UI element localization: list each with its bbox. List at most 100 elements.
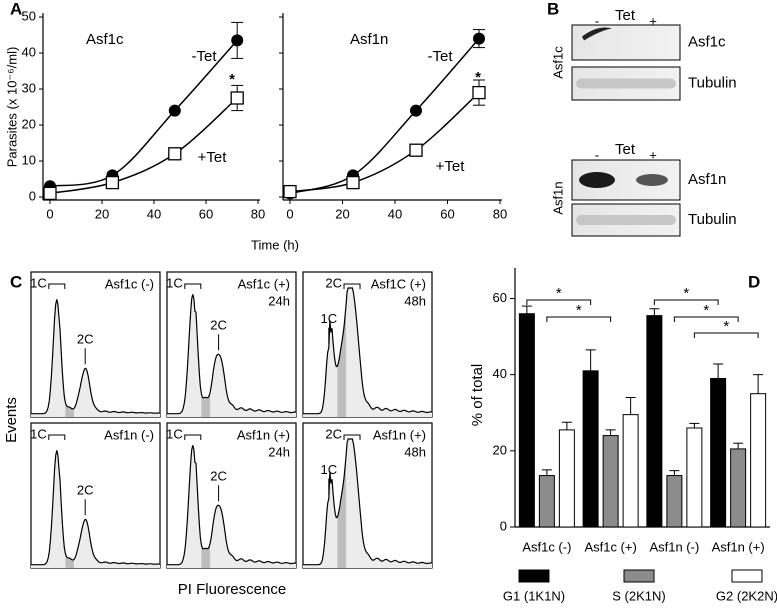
x-tick-label: Asf1c (-): [522, 539, 571, 554]
significance-bracket: [673, 316, 739, 322]
s-phase-fill: [65, 553, 74, 568]
blot-plus: +: [649, 147, 657, 162]
peak-bracket: [184, 434, 202, 440]
annotation: *: [475, 69, 481, 86]
y-axis-label: Parasites (x 10⁻⁶/ml): [4, 47, 19, 168]
significance-bracket: [693, 332, 759, 338]
x-tick-label: Asf1n (-): [649, 539, 699, 554]
bar: [602, 435, 619, 528]
series-label: -Tet: [427, 48, 453, 65]
blot-band-label: Tubulin: [688, 74, 737, 91]
panel-letter: C: [10, 272, 22, 291]
histogram-title: Asf1n (-): [104, 427, 154, 442]
x-tick-label: 20: [335, 206, 349, 221]
peak-bracket: [48, 434, 66, 440]
blot-plus: +: [649, 13, 657, 28]
histogram-title: 24h: [268, 293, 290, 308]
series-label: +Tet: [436, 158, 466, 175]
point: [168, 104, 181, 117]
legend-label: G2 (2K2N): [716, 588, 777, 603]
x-tick-label: 80: [493, 206, 507, 221]
y-tick-label: 40: [493, 366, 507, 381]
peak-label: 1C: [30, 275, 47, 290]
error-bar: [541, 469, 552, 476]
histogram-title: Asf1c (+): [238, 276, 290, 291]
s-phase-fill: [337, 456, 346, 568]
chart-title: Asf1n: [350, 31, 388, 48]
y-tick-label: 50: [22, 8, 36, 23]
x-tick-label: 0: [286, 206, 293, 221]
histogram-fill: [303, 288, 432, 417]
bar: [750, 393, 767, 528]
error-bar: [733, 442, 744, 449]
blot-section-label: Asf1c: [550, 46, 565, 79]
s-phase-fill: [201, 543, 210, 568]
y-tick-label: 0: [500, 518, 507, 533]
flow-y-label: Events: [3, 397, 20, 443]
histogram-line: [167, 294, 297, 415]
legend-swatch: [623, 569, 655, 583]
histogram-title: 48h: [404, 444, 426, 459]
x-tick-label: 40: [147, 206, 161, 221]
peak-label: 2C: [77, 483, 94, 498]
annotation: *: [723, 318, 729, 335]
x-tick-label: 40: [388, 206, 402, 221]
peak-label: 1C: [320, 462, 337, 477]
bar: [622, 414, 639, 528]
error-bar: [585, 349, 596, 371]
y-tick-label: 20: [22, 116, 36, 131]
chart-title: Asf1c: [86, 31, 124, 48]
y-tick-label: 40: [22, 44, 36, 59]
peak-label: 1C: [30, 426, 47, 441]
point: [473, 32, 485, 45]
panel-letter: B: [547, 0, 559, 18]
blot-section-label: Asf1n: [550, 181, 565, 214]
point: [43, 186, 57, 201]
peak-label: 2C: [210, 318, 227, 333]
bar: [666, 475, 683, 528]
bar: [646, 315, 663, 528]
point: [410, 104, 422, 117]
x-tick-label: 20: [95, 206, 109, 221]
y-tick-label: 20: [493, 442, 507, 457]
point: [283, 184, 297, 199]
band: [582, 27, 612, 41]
histogram-line: [303, 287, 432, 415]
point: [472, 85, 486, 100]
x-tick-label: 0: [46, 206, 53, 221]
point: [105, 175, 120, 190]
legend-label: S (2K1N): [612, 588, 665, 603]
annotation: *: [576, 302, 582, 319]
histogram-title: 24h: [268, 444, 290, 459]
peak-label: 2C: [77, 332, 94, 347]
histogram-fill: [167, 294, 296, 417]
annotation: *: [703, 302, 709, 319]
bar: [582, 370, 599, 528]
histogram-line: [303, 438, 432, 566]
error-bar: [713, 363, 724, 379]
tubulin-band: [576, 215, 676, 225]
peak-label: 1C: [166, 426, 183, 441]
error-bar: [521, 305, 532, 314]
annotation: *: [229, 71, 235, 88]
series-line: [49, 97, 238, 195]
x-axis-label: Time (h): [251, 237, 299, 252]
point: [409, 143, 423, 157]
peak-bracket: [48, 283, 66, 289]
y-tick-label: 0: [29, 188, 36, 203]
point: [168, 147, 182, 161]
histogram-line: [31, 450, 160, 566]
legend-label: G1 (1K1N): [503, 588, 565, 603]
blot-band-label: Tubulin: [688, 211, 737, 228]
point: [346, 175, 360, 190]
y-tick-label: 10: [22, 152, 36, 167]
histogram-frame: [30, 422, 161, 569]
histogram-fill: [167, 445, 296, 568]
error-bar: [605, 429, 616, 436]
histogram-title: Asf1n (+): [237, 427, 290, 442]
peak-bracket: [343, 283, 361, 289]
blot-band-label: Asf1c: [688, 33, 726, 50]
bar: [686, 427, 703, 528]
x-tick-label: 60: [199, 206, 213, 221]
significance-bracket: [546, 316, 612, 322]
